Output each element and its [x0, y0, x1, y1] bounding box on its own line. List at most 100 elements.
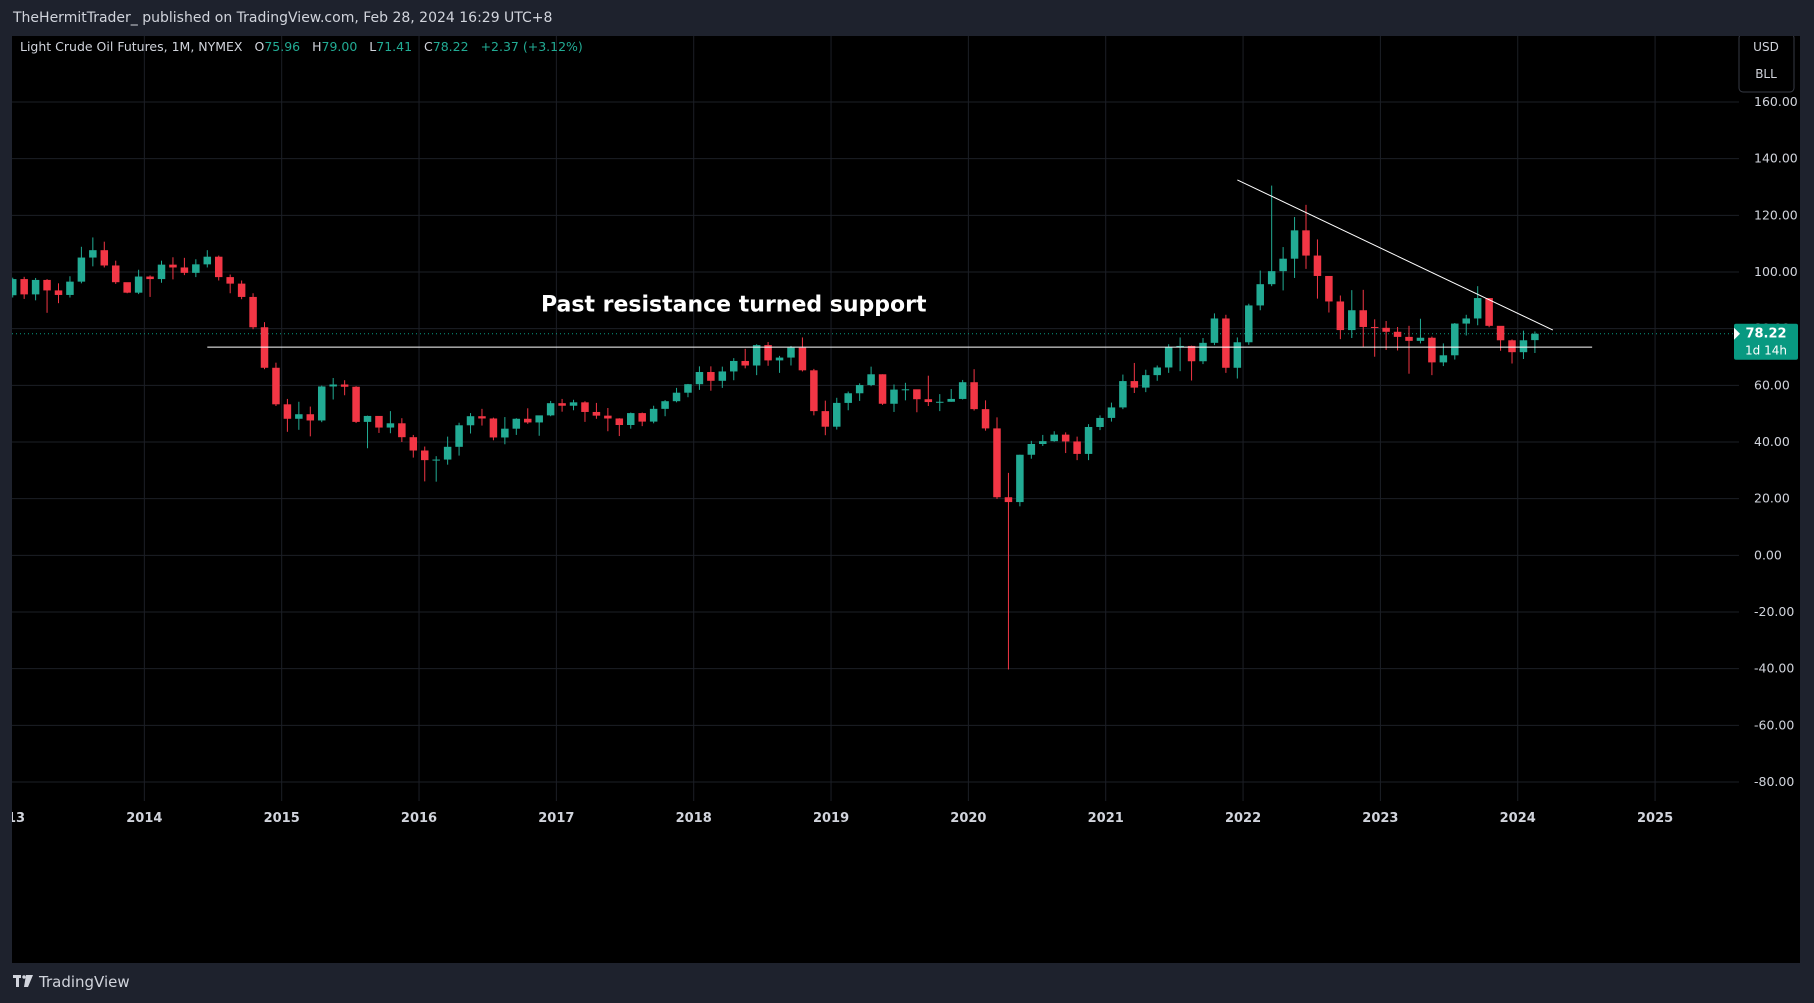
candle-body — [1370, 326, 1379, 328]
candle-body — [111, 265, 120, 283]
candle-body — [661, 401, 669, 409]
candle-body — [1451, 323, 1459, 356]
candle-body — [1096, 417, 1104, 427]
candle-body — [1462, 318, 1470, 324]
candle-body — [1073, 441, 1081, 454]
candle-body — [970, 382, 978, 410]
time-axis[interactable]: 2013 2014 2015 2016 2017 2018 2019 2020 2021 2022… — [0, 811, 1673, 826]
candle-body — [810, 370, 818, 412]
candle-body — [146, 276, 154, 280]
last-price-value: 78.22 — [1745, 327, 1786, 342]
candle-body — [1302, 230, 1310, 256]
candle-body — [1153, 367, 1161, 376]
candle-body — [420, 450, 429, 461]
annotations[interactable]: Past resistance turned support — [207, 179, 1593, 348]
candle-body — [901, 389, 910, 391]
price-tick-label: 140.00 — [1754, 151, 1798, 166]
annotation-text[interactable]: Past resistance turned support — [541, 293, 927, 318]
time-tick-label: 2025 — [1637, 811, 1673, 826]
candle-body — [1176, 345, 1184, 348]
close-label: C — [424, 39, 433, 54]
chart-area[interactable]: Past resistance turned support 160.00 140… — [0, 33, 1800, 963]
candle-body — [192, 264, 200, 273]
candle-body — [31, 279, 40, 295]
candle-body — [77, 257, 86, 282]
candle-body — [1473, 298, 1482, 319]
open-value: 75.96 — [264, 39, 300, 54]
candle-body — [1267, 271, 1276, 285]
candle-body — [1325, 275, 1333, 302]
candle-body — [1164, 347, 1173, 368]
price-tick-label: -60.00 — [1754, 717, 1794, 732]
low-value: 71.41 — [376, 39, 412, 54]
candle-body — [936, 401, 944, 403]
candle-body — [352, 386, 360, 422]
candle-body — [409, 437, 418, 451]
candle-body — [1142, 375, 1150, 388]
downtrend-line[interactable] — [1237, 179, 1554, 331]
candle-body — [947, 398, 955, 402]
time-tick-label: 2017 — [538, 811, 574, 826]
candle-body — [443, 446, 452, 460]
candle-body — [604, 415, 612, 419]
candle-body — [1496, 325, 1505, 341]
candle-body — [821, 411, 830, 427]
candle-body — [272, 367, 280, 405]
candle-body — [1199, 342, 1207, 362]
candle-body — [157, 264, 166, 280]
candle-body — [432, 459, 440, 461]
candle-body — [775, 357, 784, 361]
ohlc-legend: Light Crude Oil Futures, 1M, NYMEX O75.9… — [20, 39, 583, 54]
price-tick-label: 0.00 — [1754, 547, 1782, 562]
price-tick-label: 160.00 — [1754, 94, 1798, 109]
candle-body — [787, 347, 795, 358]
candle-body — [1233, 342, 1242, 368]
candle-body — [1061, 434, 1070, 442]
bar-countdown: 1d 14h — [1745, 344, 1787, 358]
candle-body — [283, 404, 292, 419]
candle-body — [1027, 443, 1036, 455]
candle-body — [890, 389, 898, 404]
candle-body — [306, 414, 315, 421]
candle-body — [1222, 318, 1230, 368]
candles — [0, 185, 1539, 670]
candle-body — [1336, 301, 1345, 331]
candle-body — [752, 345, 761, 366]
time-tick-label: 2019 — [813, 811, 849, 826]
candle-body — [546, 403, 555, 416]
candle-body — [718, 371, 727, 381]
candle-body — [1016, 454, 1024, 503]
candle-body — [1279, 258, 1287, 272]
candle-body — [169, 264, 177, 268]
candle-body — [924, 399, 933, 403]
candle-body — [649, 408, 658, 422]
candle-body — [1359, 310, 1367, 327]
candle-body — [615, 418, 624, 425]
candle-body — [523, 418, 532, 423]
time-tick-label: 2016 — [401, 811, 437, 826]
currency-unit-selector[interactable]: USD BLL — [1738, 33, 1795, 93]
candle-body — [203, 256, 212, 265]
candle-body — [1084, 426, 1093, 454]
candle-body — [66, 281, 74, 295]
candle-body — [730, 360, 738, 372]
price-axis[interactable]: 160.00140.00120.00100.0080.0060.0040.002… — [1754, 94, 1798, 789]
time-tick-label: 2022 — [1225, 811, 1261, 826]
candle-body — [855, 385, 864, 394]
candlestick-chart[interactable]: Past resistance turned support 160.00 140… — [0, 33, 1800, 963]
candle-body — [798, 347, 807, 371]
candle-body — [340, 384, 349, 387]
price-tick-label: 60.00 — [1754, 377, 1790, 392]
candle-body — [1210, 318, 1219, 343]
candle-body — [317, 386, 326, 421]
candle-body — [43, 279, 51, 291]
candle-body — [844, 393, 852, 403]
unit-label: BLL — [1755, 67, 1777, 81]
candle-body — [569, 402, 578, 406]
tradingview-brand[interactable]: TradingView — [13, 973, 130, 991]
price-tick-label: 120.00 — [1754, 207, 1798, 222]
candle-body — [237, 283, 246, 297]
candle-body — [638, 413, 646, 422]
candle-body — [558, 403, 566, 406]
last-price-tag: 78.22 1d 14h — [1734, 323, 1798, 360]
